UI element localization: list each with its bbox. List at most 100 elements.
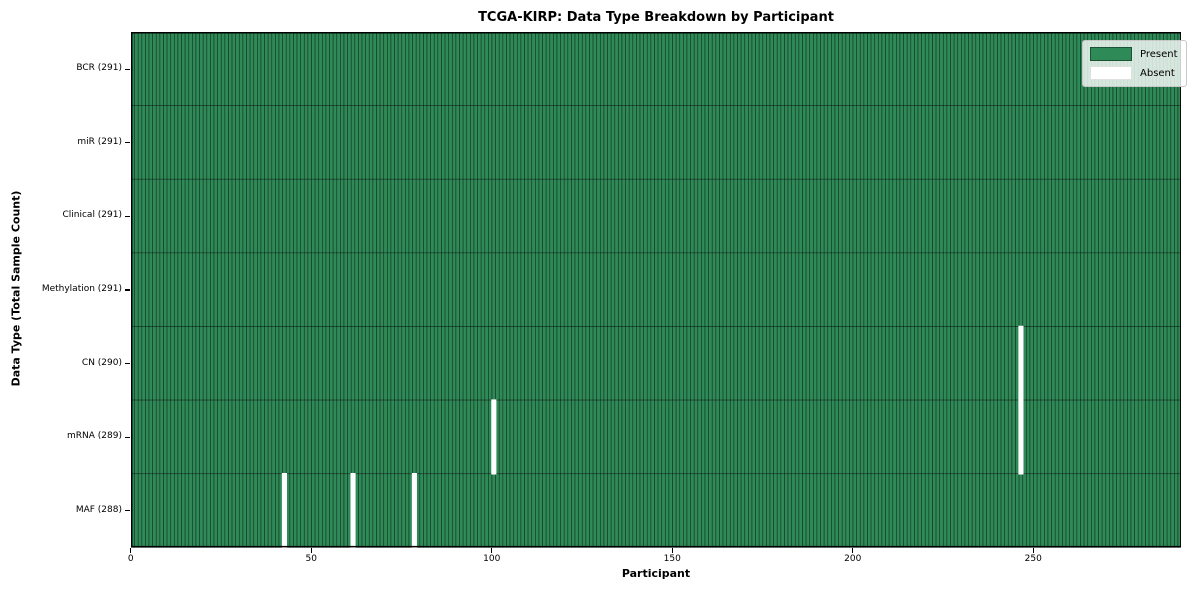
heatmap-cell: [960, 473, 966, 548]
heatmap-cell: [151, 400, 157, 475]
heatmap-cell: [646, 105, 651, 180]
heatmap-cell: [809, 400, 814, 475]
heatmap-cell: [238, 326, 243, 401]
heatmap-cell: [1130, 326, 1135, 401]
heatmap-cell: [325, 473, 330, 548]
heatmap-cell: [549, 179, 554, 254]
heatmap-cell: [668, 252, 673, 328]
heatmap-cell: [1072, 252, 1077, 328]
heatmap-cell: [1069, 105, 1074, 180]
heatmap-cell: [635, 32, 641, 107]
heatmap-cell: [1159, 400, 1164, 475]
heatmap-cell: [693, 105, 698, 180]
heatmap-cell: [949, 32, 955, 107]
heatmap-cell: [1047, 473, 1052, 548]
y-tick-label: MAF (288): [75, 504, 122, 515]
heatmap-cell: [1007, 400, 1012, 475]
heatmap-cell: [177, 326, 182, 401]
heatmap-cell: [455, 400, 460, 475]
heatmap-cell: [794, 105, 799, 180]
heatmap-cell: [747, 326, 753, 401]
heatmap-cell: [837, 252, 843, 328]
heatmap-cell: [1058, 32, 1063, 107]
heatmap-cell: [639, 252, 644, 328]
heatmap-cell: [480, 105, 485, 180]
heatmap-cell: [404, 400, 410, 475]
heatmap-cell: [856, 252, 861, 328]
heatmap-cell: [754, 179, 760, 254]
heatmap-cell: [1097, 105, 1103, 180]
heatmap-cell: [697, 400, 702, 475]
heatmap-cell: [458, 105, 464, 180]
heatmap-cell: [151, 473, 157, 548]
heatmap-cell: [570, 105, 576, 180]
heatmap-cell: [278, 179, 283, 254]
heatmap-cell: [874, 179, 879, 254]
heatmap-cell: [1090, 473, 1095, 548]
heatmap-cell: [1105, 326, 1110, 401]
heatmap-cell: [794, 400, 799, 475]
heatmap-cell: [697, 473, 702, 548]
heatmap-cell: [639, 326, 644, 401]
heatmap-cell: [1123, 179, 1128, 254]
heatmap-cell: [1108, 179, 1114, 254]
heatmap-cell: [227, 105, 233, 180]
heatmap-cell: [476, 326, 482, 401]
heatmap-cell: [520, 252, 525, 328]
heatmap-cell: [177, 400, 182, 475]
heatmap-cell: [650, 400, 655, 475]
heatmap-cell: [729, 326, 734, 401]
heatmap-cell: [689, 252, 695, 328]
heatmap-cell: [754, 400, 760, 475]
heatmap-cell: [245, 473, 251, 548]
heatmap-cell: [148, 326, 153, 401]
heatmap-cell: [365, 400, 370, 475]
heatmap-cell: [466, 473, 471, 548]
heatmap-cell: [967, 400, 973, 475]
heatmap-cell: [603, 473, 608, 548]
heatmap-cell: [1069, 252, 1074, 328]
heatmap-cell: [285, 105, 290, 180]
heatmap-cell: [314, 400, 319, 475]
heatmap-cell: [895, 326, 901, 401]
heatmap-cell: [610, 400, 615, 475]
heatmap-cell: [231, 105, 236, 180]
heatmap-cell: [957, 473, 962, 548]
heatmap-cell: [556, 252, 561, 328]
heatmap-cell: [249, 473, 254, 548]
heatmap-cell: [556, 105, 561, 180]
heatmap-cell: [693, 326, 698, 401]
heatmap-cell: [837, 105, 843, 180]
x-tick-label: 200: [844, 553, 862, 564]
heatmap-cell: [336, 400, 341, 475]
heatmap-cell: [213, 32, 218, 107]
heatmap-cell: [733, 32, 738, 107]
heatmap-cell: [664, 105, 669, 180]
heatmap-cell: [1029, 179, 1034, 254]
heatmap-cell: [267, 400, 272, 475]
heatmap-cell: [498, 473, 503, 548]
x-tick-label: 0: [127, 553, 134, 564]
heatmap-cell: [415, 252, 420, 328]
heatmap-cell-absent: [350, 473, 356, 548]
heatmap-cell: [794, 473, 799, 548]
heatmap-cell: [816, 326, 821, 401]
heatmap-cell: [242, 473, 247, 548]
heatmap-cell: [502, 400, 507, 475]
heatmap-cell: [736, 105, 742, 180]
heatmap-cell: [1141, 326, 1146, 401]
heatmap-cell: [809, 252, 814, 328]
heatmap-cell: [578, 105, 583, 180]
heatmap-cell: [260, 179, 265, 254]
heatmap-cell: [188, 326, 193, 401]
heatmap-cell: [780, 326, 785, 401]
y-tick-label: Methylation (291): [41, 284, 122, 294]
heatmap-cell: [346, 32, 352, 107]
heatmap-cell: [1014, 179, 1020, 254]
heatmap-cell: [390, 179, 395, 254]
heatmap-cell: [978, 473, 984, 548]
heatmap-cell: [213, 400, 218, 475]
heatmap-cell: [155, 400, 160, 475]
heatmap-cell: [281, 400, 287, 475]
heatmap-cell: [791, 105, 796, 180]
